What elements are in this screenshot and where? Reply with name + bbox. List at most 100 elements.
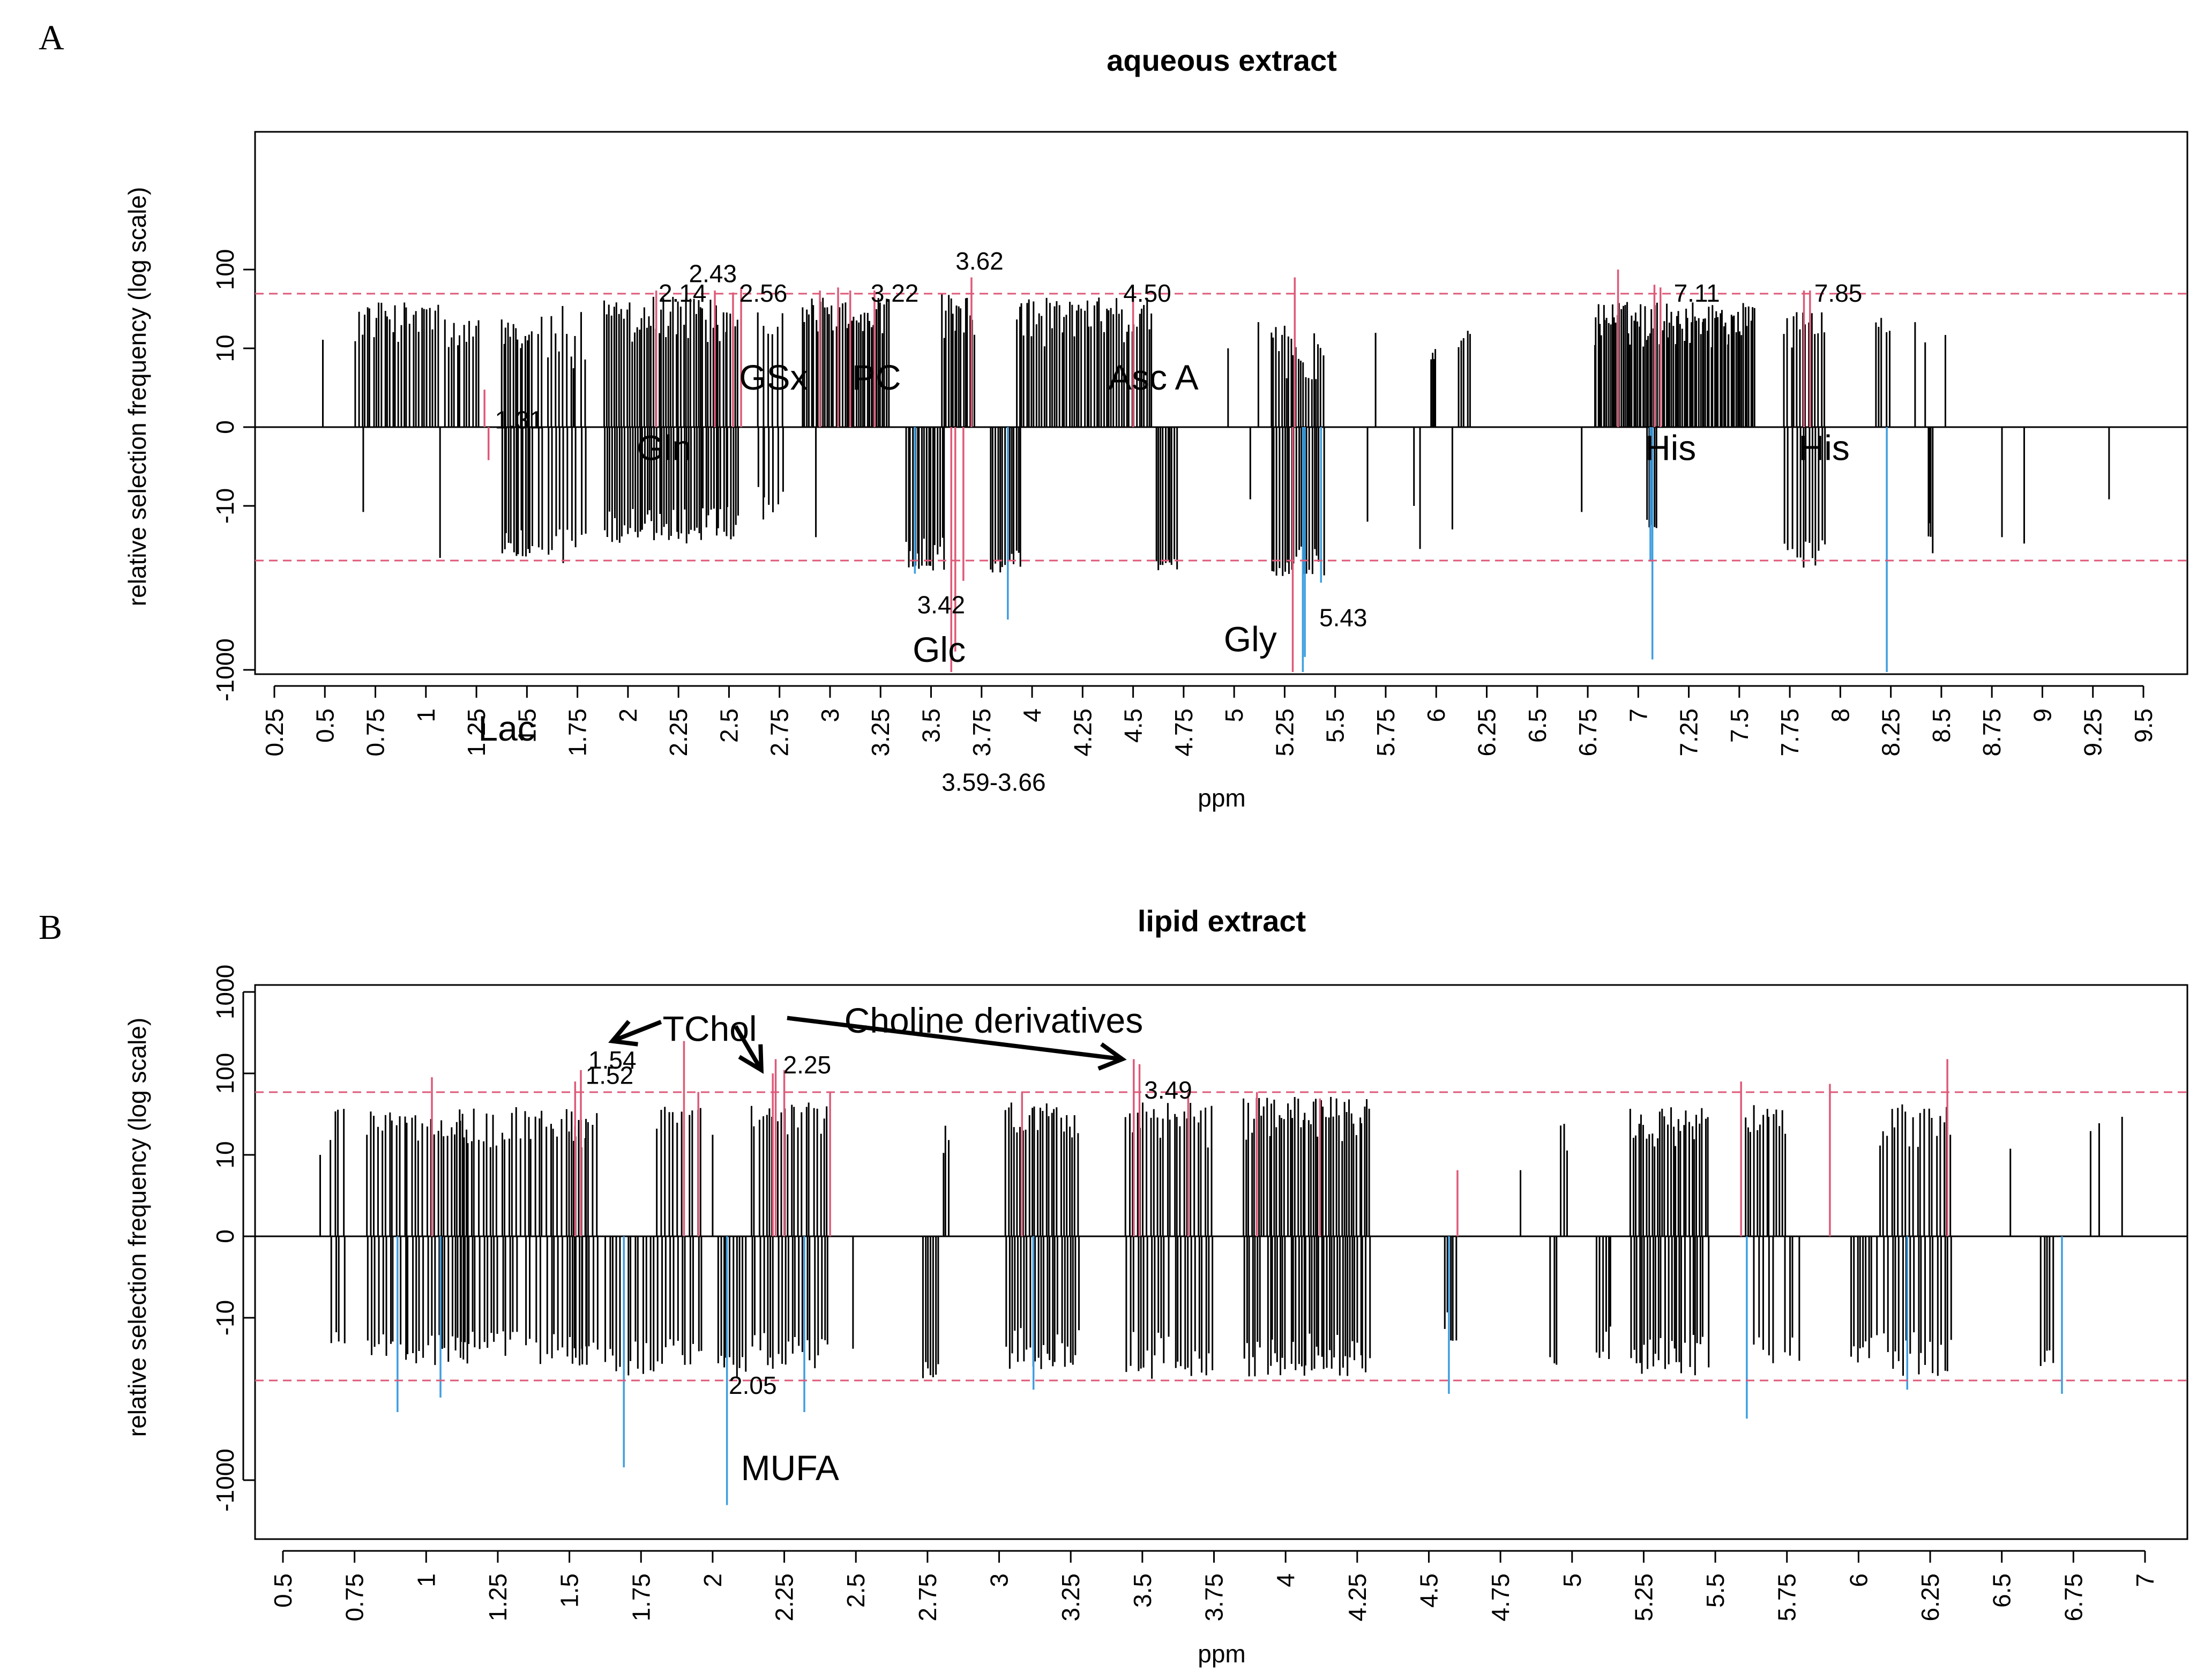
x-tick-label: 6.5	[1523, 708, 1551, 743]
x-axis-label-b: ppm	[1198, 1640, 1245, 1668]
x-tick-label: 0.25	[260, 708, 288, 757]
x-tick-label: 6.25	[1473, 708, 1500, 757]
y-tick-label: -1000	[211, 638, 239, 701]
x-tick-label: 4.25	[1068, 708, 1096, 757]
x-tick-label: 1	[412, 1573, 440, 1587]
annotation-label: TChol	[663, 1009, 757, 1049]
x-tick-label: 3.25	[1057, 1573, 1085, 1622]
x-tick-label: 6.75	[1574, 708, 1602, 757]
y-tick-label: -10	[211, 488, 239, 524]
x-tick-label: 5.5	[1701, 1573, 1729, 1608]
x-tick-label: 2	[699, 1573, 727, 1587]
y-tick-label: -10	[211, 1300, 239, 1335]
x-tick-label: 4.5	[1415, 1573, 1443, 1608]
y-tick-label: 10	[211, 1141, 239, 1168]
annotation-arrow	[611, 1020, 662, 1043]
annotation-arrowhead	[738, 1044, 764, 1074]
annotation-label: PC	[852, 357, 901, 397]
x-tick-label: 1.75	[627, 1573, 655, 1622]
y-tick-label: 1000	[211, 965, 239, 1019]
x-tick-label: 7.5	[1725, 708, 1753, 743]
annotation-label: 7.85	[1814, 279, 1863, 307]
x-tick-label: 1	[412, 708, 440, 722]
x-tick-label: 3.75	[1200, 1573, 1228, 1622]
annotation-label: 3.49	[1144, 1076, 1192, 1104]
annotation-label: 3.59-3.66	[941, 768, 1045, 796]
x-tick-label: 4.5	[1119, 708, 1147, 743]
chart-title-b: lipid extract	[1138, 904, 1306, 938]
annotation-label: 3.22	[871, 279, 919, 307]
annotation-label: 5.43	[1319, 603, 1367, 631]
annotation-label: 4.50	[1123, 279, 1171, 307]
x-tick-label: 8	[1826, 708, 1854, 722]
x-tick-label: 6	[1422, 708, 1450, 722]
annotation-label: 7.11	[1674, 279, 1720, 307]
x-tick-label: 5.75	[1372, 708, 1400, 757]
y-tick-label: 0	[211, 1229, 239, 1243]
x-tick-label: 1.5	[556, 1573, 584, 1608]
x-tick-label: 1.25	[484, 1573, 512, 1622]
x-tick-label: 7.75	[1776, 708, 1804, 757]
x-tick-label: 2.5	[842, 1573, 870, 1608]
annotation-label: 2.14	[659, 279, 707, 307]
annotation-label: 1.54	[588, 1046, 637, 1074]
y-axis-label-a: relative selection frequency (log scale)	[123, 187, 151, 606]
x-tick-label: 0.5	[269, 1573, 297, 1608]
annotation-label: 2.56	[739, 279, 788, 307]
annotation-label: His	[1645, 428, 1696, 468]
x-tick-label: 2.25	[664, 708, 692, 757]
x-tick-label: 5.75	[1773, 1573, 1801, 1622]
y-tick-label: 0	[211, 420, 239, 434]
x-tick-label: 5	[1220, 708, 1248, 722]
y-axis-label-b: relative selection frequency (log scale)	[123, 1018, 151, 1437]
x-tick-label: 3.75	[968, 708, 996, 757]
annotation-label: 2.43	[689, 259, 737, 287]
x-tick-label: 0.5	[311, 708, 339, 743]
x-tick-label: 7	[1624, 708, 1652, 722]
x-tick-label: 7	[2131, 1573, 2159, 1587]
annotation-label: 3.42	[917, 591, 966, 618]
bars	[322, 270, 2110, 672]
x-tick-label: 8.25	[1877, 708, 1905, 757]
x-tick-label: 3.25	[866, 708, 894, 757]
x-tick-label: 6.25	[1916, 1573, 1944, 1622]
x-tick-label: 5	[1558, 1573, 1586, 1587]
y-tick-label: 100	[211, 1053, 239, 1094]
x-tick-label: 2.75	[766, 708, 794, 757]
plot-frame	[254, 984, 2188, 1540]
x-tick-label: 2	[614, 708, 642, 722]
annotation-label: 2.25	[783, 1051, 832, 1079]
annotation-arrow	[787, 1016, 1123, 1062]
x-tick-label: 4	[1018, 708, 1046, 722]
x-tick-label: 0.75	[341, 1573, 369, 1622]
x-tick-label: 5.25	[1271, 708, 1298, 757]
annotation-label: 1.31	[495, 406, 543, 434]
x-tick-label: 6	[1844, 1573, 1872, 1587]
x-tick-label: 2.25	[771, 1573, 798, 1622]
x-tick-label: 8.5	[1927, 708, 1955, 743]
y-tick-label: 10	[211, 334, 239, 362]
annotation-label: Asc A	[1108, 357, 1199, 397]
x-tick-label: 2.75	[914, 1573, 941, 1622]
x-tick-label: 9.25	[2079, 708, 2107, 757]
annotation-label: Gly	[1224, 619, 1277, 659]
x-tick-label: 7.25	[1675, 708, 1703, 757]
x-tick-label: 5.5	[1321, 708, 1349, 743]
x-tick-label: 0.75	[362, 708, 390, 757]
annotation-label: GSx	[739, 357, 808, 397]
x-tick-label: 9.5	[2129, 708, 2157, 743]
bars	[319, 1041, 2123, 1505]
x-tick-label: 6.5	[1988, 1573, 2016, 1608]
x-tick-label: 3	[985, 1573, 1013, 1587]
x-tick-label: 4.25	[1343, 1573, 1371, 1622]
y-tick-label: 100	[211, 249, 239, 290]
x-tick-label: 4	[1272, 1573, 1299, 1587]
y-tick-label: -1000	[211, 1449, 239, 1512]
annotation-label: 2.05	[729, 1371, 777, 1399]
x-tick-label: 5.25	[1630, 1573, 1657, 1622]
x-tick-label: 1.75	[564, 708, 592, 757]
annotation-label: Choline derivatives	[845, 1001, 1144, 1040]
